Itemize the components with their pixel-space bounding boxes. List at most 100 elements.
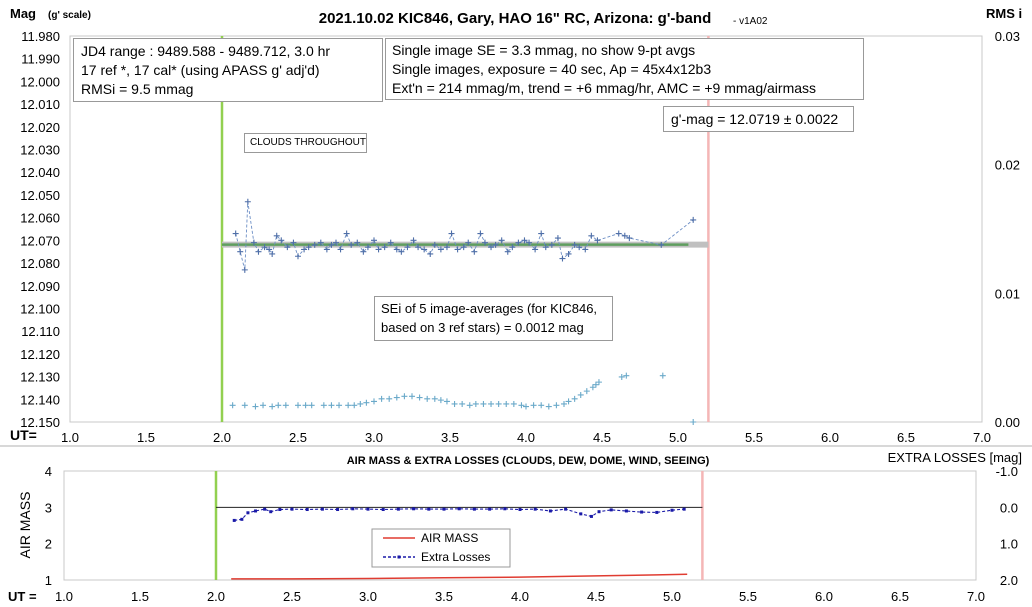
legend-losses-label: Extra Losses [421, 550, 490, 564]
losses-point [396, 507, 400, 511]
losses-point [503, 507, 507, 511]
main-x-tick: 4.0 [517, 430, 535, 445]
losses-point [518, 508, 522, 512]
rms-point [336, 402, 343, 409]
rms-point [618, 373, 625, 380]
losses-point [682, 507, 686, 511]
main-x-tick: 1.0 [61, 430, 79, 445]
mag-point [328, 241, 335, 248]
rms-point [577, 391, 584, 398]
rms-point [393, 394, 400, 401]
main-x-tick: 6.5 [897, 430, 915, 445]
losses-point [246, 511, 250, 515]
rms-point [308, 402, 315, 409]
rms-point [583, 388, 590, 395]
main-y-tick: 12.140 [20, 392, 60, 407]
main-x-tick: 4.5 [593, 430, 611, 445]
airmass-x-tick: 5.5 [739, 589, 757, 604]
rms-point [357, 400, 364, 407]
main-y-tick: 12.010 [20, 97, 60, 112]
mag-point [244, 198, 251, 205]
clouds-note-box: CLOUDS THROUGHOUT [244, 133, 367, 153]
rms-point [437, 397, 444, 404]
mag-point [571, 241, 578, 248]
rms-point [401, 393, 408, 400]
mag-point [273, 232, 280, 239]
mag-point [360, 248, 367, 255]
main-x-tick: 6.0 [821, 430, 839, 445]
main-y-tick: 12.100 [20, 301, 60, 316]
main-title-version: - v1A02 [733, 16, 768, 27]
mag-point [465, 239, 472, 246]
rms-point [530, 402, 537, 409]
rms-point [623, 372, 630, 379]
airmass-xlabel: UT = [8, 589, 37, 604]
clouds-note-text: CLOUDS THROUGHOUT [250, 137, 366, 148]
mag-point [404, 244, 411, 251]
main-x-tick: 3.0 [365, 430, 383, 445]
airmass-y-tick: 4 [45, 464, 52, 479]
losses-point [488, 507, 492, 511]
mag-point [565, 250, 572, 257]
mag-point [387, 239, 394, 246]
losses-point [597, 510, 601, 514]
mag-point [354, 239, 361, 246]
rms-point [416, 394, 423, 401]
airmass-x-tick: 4.0 [511, 589, 529, 604]
losses-point [427, 507, 431, 511]
mag-point [481, 239, 488, 246]
main-x-tick: 2.5 [289, 430, 307, 445]
main-ylabel-sub: (g' scale) [48, 10, 91, 21]
mag-point [594, 237, 601, 244]
main-y-tick: 12.090 [20, 279, 60, 294]
rms-point [553, 402, 560, 409]
losses-point [290, 507, 294, 511]
rms-point [229, 402, 236, 409]
mag-point [266, 246, 273, 253]
mag-point [250, 239, 257, 246]
mag-point [311, 241, 318, 248]
rms-point [595, 379, 602, 386]
rms-point [459, 400, 466, 407]
mag-point [621, 232, 628, 239]
losses-point [366, 507, 370, 511]
mag-point [295, 253, 301, 260]
rms-point [538, 402, 545, 409]
mag-point [521, 237, 528, 244]
mag-point [488, 244, 495, 251]
main-plot-area [69, 35, 983, 425]
losses-y-tick: 1.0 [1000, 537, 1018, 552]
rms-point [565, 398, 572, 405]
rms-point [518, 402, 525, 409]
mag-point [542, 244, 549, 251]
rms-point [431, 395, 438, 402]
main-tick-labels: 1.0 1.5 2.0 2.5 3.0 3.5 4.0 4.5 5.0 5.5 6.0 6.5 7.0 1… [20, 29, 1020, 445]
rms-point [443, 398, 450, 405]
losses-point [412, 507, 416, 511]
mag-point [437, 246, 444, 253]
losses-point [670, 508, 674, 512]
mag-point [538, 230, 545, 237]
losses-point [624, 509, 628, 513]
airmass-x-tick: 7.0 [967, 589, 985, 604]
mag-point [658, 241, 665, 248]
mag-point [690, 216, 697, 223]
mag-point [443, 244, 450, 251]
rms-point [472, 400, 479, 407]
mag-point [477, 230, 484, 237]
rms-point [302, 402, 309, 409]
main-y-tick: 12.080 [20, 256, 60, 271]
rms-point [386, 395, 393, 402]
main-y-tick: 12.050 [20, 188, 60, 203]
rms-point [503, 400, 510, 407]
mag-point [421, 246, 428, 253]
rms-point [371, 398, 377, 405]
main-y-tick: 12.060 [20, 211, 60, 226]
rms-point [275, 402, 282, 409]
extinction-text: Ext'n = 214 mmag/m, trend = +6 mmag/hr, … [392, 80, 817, 96]
exposure-info-box: Single image SE = 3.3 mmag, no show 9-pt… [385, 38, 864, 100]
mag-point [526, 239, 533, 246]
main-x-tick: 5.0 [669, 430, 687, 445]
losses-point [640, 510, 644, 514]
